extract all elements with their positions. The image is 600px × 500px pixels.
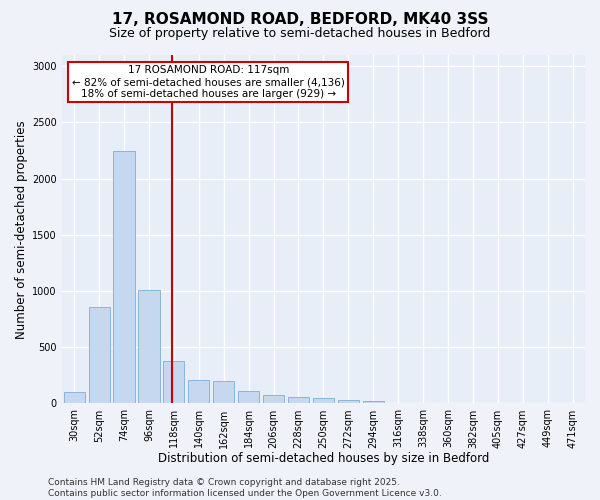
- Bar: [288, 396, 309, 404]
- Bar: [188, 380, 209, 404]
- Text: Size of property relative to semi-detached houses in Bedford: Size of property relative to semi-detach…: [109, 28, 491, 40]
- Text: 17 ROSAMOND ROAD: 117sqm
← 82% of semi-detached houses are smaller (4,136)
18% o: 17 ROSAMOND ROAD: 117sqm ← 82% of semi-d…: [72, 66, 345, 98]
- Bar: [64, 392, 85, 404]
- Text: Contains HM Land Registry data © Crown copyright and database right 2025.
Contai: Contains HM Land Registry data © Crown c…: [48, 478, 442, 498]
- Bar: [263, 395, 284, 404]
- Bar: [313, 398, 334, 404]
- Text: 17, ROSAMOND ROAD, BEDFORD, MK40 3SS: 17, ROSAMOND ROAD, BEDFORD, MK40 3SS: [112, 12, 488, 28]
- Bar: [338, 400, 359, 404]
- Bar: [213, 381, 235, 404]
- Bar: [163, 362, 184, 404]
- X-axis label: Distribution of semi-detached houses by size in Bedford: Distribution of semi-detached houses by …: [158, 452, 489, 465]
- Bar: [113, 150, 134, 404]
- Y-axis label: Number of semi-detached properties: Number of semi-detached properties: [15, 120, 28, 338]
- Bar: [388, 403, 409, 404]
- Bar: [238, 391, 259, 404]
- Bar: [89, 308, 110, 404]
- Bar: [362, 402, 384, 404]
- Bar: [139, 290, 160, 404]
